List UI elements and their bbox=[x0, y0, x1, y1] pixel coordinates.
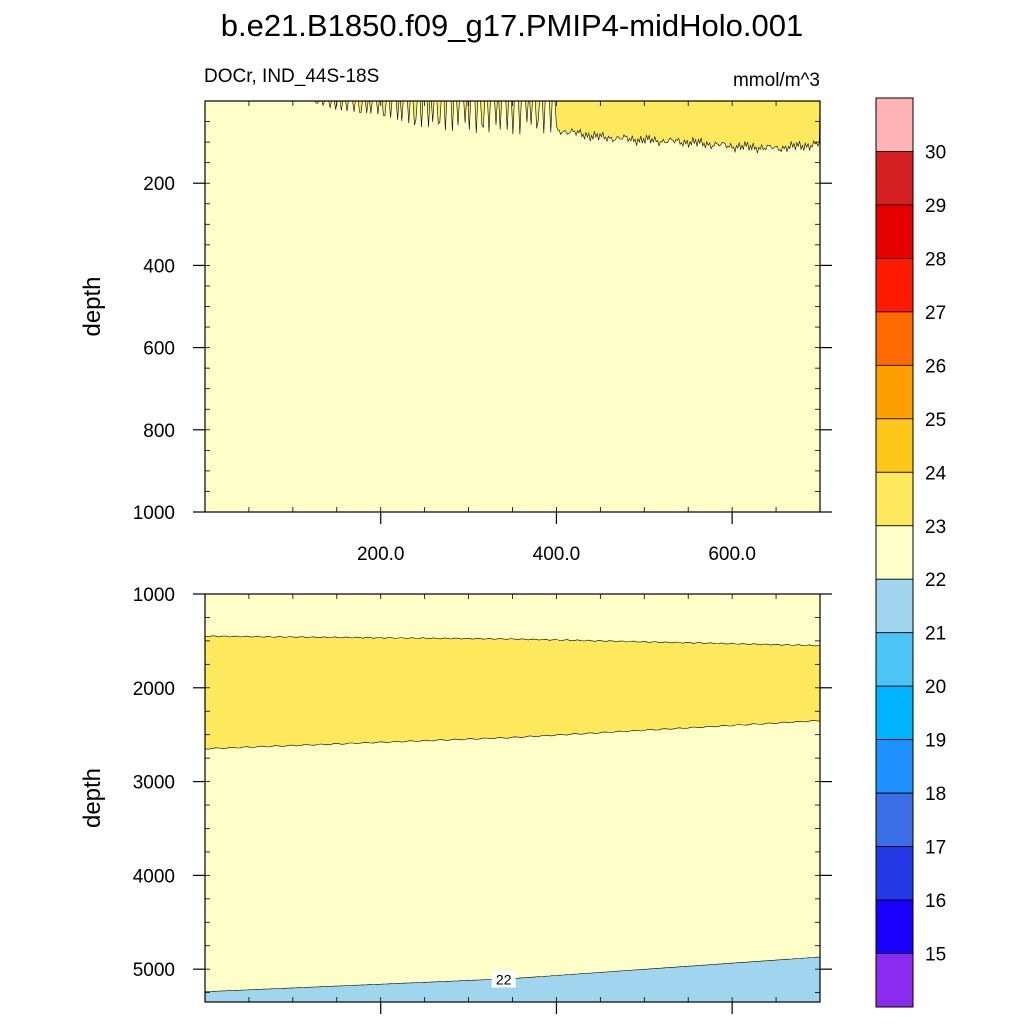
colorbar-swatch bbox=[875, 418, 914, 473]
y-tick-label: 400 bbox=[143, 256, 175, 277]
colorbar-swatch bbox=[875, 258, 914, 313]
colorbar-label: 19 bbox=[925, 731, 946, 752]
colorbar-label: 29 bbox=[925, 196, 946, 217]
colorbar-swatch bbox=[875, 97, 914, 152]
y-axis-label: depth bbox=[79, 768, 106, 828]
colorbar-label: 25 bbox=[925, 410, 946, 431]
y-axis-label: depth bbox=[79, 276, 106, 336]
colorbar-label: 27 bbox=[925, 303, 946, 324]
colorbar-label: 22 bbox=[925, 570, 946, 591]
lower-contour-panel: 22 1000 2000 3000 4000 5000 depth bbox=[79, 585, 832, 1014]
band-23-24 bbox=[205, 635, 820, 750]
y-tick-label: 5000 bbox=[133, 960, 175, 981]
colorbar-swatch bbox=[875, 792, 914, 847]
y-tick-label: 2000 bbox=[133, 679, 175, 700]
colorbar-label: 20 bbox=[925, 677, 946, 698]
band-23-24 bbox=[310, 101, 820, 154]
colorbar-swatch bbox=[875, 739, 914, 794]
lower-plot-area bbox=[205, 594, 820, 1002]
y-tick-label: 1000 bbox=[133, 503, 175, 524]
colorbar-swatch bbox=[875, 685, 914, 741]
upper-contour-panel: 200 400 600 800 1000 200.0 400.0 600.0 depth bbox=[79, 100, 832, 565]
colorbar-label: 23 bbox=[925, 517, 946, 538]
colorbar-label: 26 bbox=[925, 356, 946, 377]
y-tick-label: 200 bbox=[143, 174, 175, 195]
colorbar-swatch bbox=[875, 846, 914, 901]
y-tick-label: 3000 bbox=[133, 773, 175, 794]
colorbar-label: 15 bbox=[925, 945, 946, 966]
x-tick-label: 400.0 bbox=[533, 544, 581, 565]
colorbar-swatch bbox=[875, 364, 914, 420]
colorbar-label: 30 bbox=[925, 142, 946, 163]
colorbar-swatch bbox=[875, 632, 914, 687]
colorbar-label: 16 bbox=[925, 891, 946, 912]
variable-label: DOCr, IND_44S-18S bbox=[204, 66, 379, 87]
colorbar-swatch bbox=[875, 899, 914, 954]
colorbar-label: 17 bbox=[925, 838, 946, 859]
upper-plot-area bbox=[205, 101, 820, 512]
colorbar-label: 18 bbox=[925, 784, 946, 805]
colorbar-label: 21 bbox=[925, 624, 946, 645]
colorbar-label: 24 bbox=[925, 463, 947, 484]
y-tick-label: 4000 bbox=[133, 866, 175, 887]
colorbar: 30 29 28 27 26 25 24 23 22 21 20 19 18 17 16 15 bbox=[875, 97, 947, 1008]
figure-title: b.e21.B1850.f09_g17.PMIP4-midHolo.001 bbox=[221, 8, 804, 43]
colorbar-swatch bbox=[875, 471, 914, 527]
colorbar-swatch bbox=[875, 151, 914, 206]
x-tick-label: 200.0 bbox=[357, 544, 405, 565]
band-22-23 bbox=[205, 101, 820, 512]
contour-label-22: 22 bbox=[496, 971, 512, 987]
colorbar-swatch bbox=[875, 311, 914, 366]
colorbar-swatch bbox=[875, 578, 914, 634]
x-tick-label: 600.0 bbox=[708, 544, 756, 565]
y-tick-label: 600 bbox=[143, 339, 175, 360]
colorbar-swatch bbox=[875, 953, 914, 1008]
colorbar-label: 28 bbox=[925, 249, 946, 270]
y-tick-label: 800 bbox=[143, 421, 175, 442]
colorbar-swatch bbox=[875, 525, 914, 580]
contour-label-box bbox=[491, 970, 516, 988]
colorbar-swatch bbox=[875, 204, 914, 259]
colorbar-frame bbox=[875, 97, 914, 1008]
units-label: mmol/m^3 bbox=[733, 70, 820, 91]
y-tick-label: 1000 bbox=[133, 585, 175, 606]
